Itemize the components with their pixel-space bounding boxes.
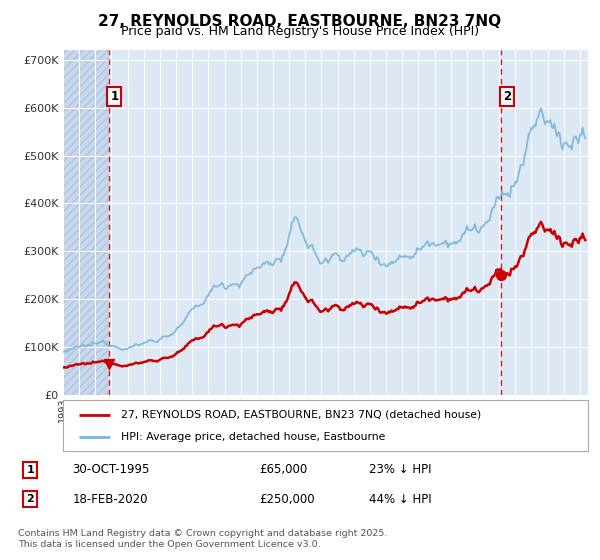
Text: 1: 1: [110, 90, 118, 104]
Text: £65,000: £65,000: [260, 464, 308, 477]
Text: 44% ↓ HPI: 44% ↓ HPI: [369, 493, 432, 506]
Text: Contains HM Land Registry data © Crown copyright and database right 2025.
This d: Contains HM Land Registry data © Crown c…: [18, 529, 388, 549]
Bar: [63, 50, 109, 395]
Text: 30-OCT-1995: 30-OCT-1995: [73, 464, 150, 477]
Text: HPI: Average price, detached house, Eastbourne: HPI: Average price, detached house, East…: [121, 432, 385, 442]
Text: 18-FEB-2020: 18-FEB-2020: [73, 493, 148, 506]
Text: 23% ↓ HPI: 23% ↓ HPI: [369, 464, 431, 477]
Text: 2: 2: [26, 494, 34, 505]
Text: £250,000: £250,000: [260, 493, 316, 506]
Text: 2: 2: [503, 90, 511, 104]
Text: 27, REYNOLDS ROAD, EASTBOURNE, BN23 7NQ (detached house): 27, REYNOLDS ROAD, EASTBOURNE, BN23 7NQ …: [121, 409, 481, 419]
Text: 27, REYNOLDS ROAD, EASTBOURNE, BN23 7NQ: 27, REYNOLDS ROAD, EASTBOURNE, BN23 7NQ: [98, 14, 502, 29]
Text: 1: 1: [26, 465, 34, 475]
Text: Price paid vs. HM Land Registry's House Price Index (HPI): Price paid vs. HM Land Registry's House …: [121, 25, 479, 38]
Bar: [63, 50, 109, 395]
